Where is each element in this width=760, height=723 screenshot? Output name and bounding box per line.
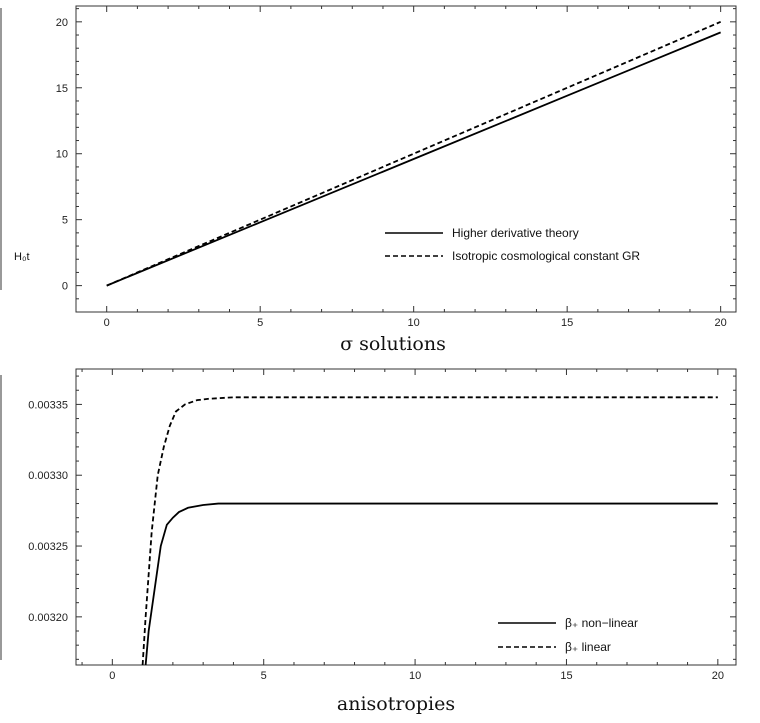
tick-marks bbox=[75, 6, 736, 313]
plot-frame bbox=[75, 5, 737, 313]
y-tick-label: 20 bbox=[56, 17, 68, 29]
x-tick-label: 10 bbox=[408, 317, 420, 329]
y-tick-label: 0.00330 bbox=[28, 470, 68, 482]
tick-labels: 0 5 10 15 20 0 5 10 15 20 bbox=[56, 17, 727, 329]
x-tick-label: 0 bbox=[104, 317, 110, 329]
chart-caption: σ solutions bbox=[340, 333, 446, 355]
x-tick-label: 15 bbox=[560, 670, 572, 682]
y-tick-label: 0 bbox=[62, 281, 68, 293]
series-lines bbox=[141, 396, 718, 666]
x-tick-label: 0 bbox=[109, 670, 115, 682]
legend-label-higher-derivative: Higher derivative theory bbox=[452, 226, 579, 240]
legend-label-beta-linear: β₊ linear bbox=[565, 640, 611, 654]
x-tick-label: 15 bbox=[561, 317, 573, 329]
y-tick-label: 15 bbox=[56, 83, 68, 95]
chart-caption: anisotropies bbox=[337, 693, 455, 715]
y-axis-label: H₀t bbox=[14, 251, 30, 263]
x-tick-label: 10 bbox=[409, 670, 421, 682]
series-line-solid bbox=[144, 502, 718, 666]
y-tick-label: 0.00325 bbox=[28, 541, 68, 553]
y-tick-label: 0.00320 bbox=[28, 612, 68, 624]
chart-anisotropies: 0 5 10 15 20 0.00320 0.00325 0.00330 0.00335 β₊ … bbox=[28, 368, 737, 715]
x-tick-label: 20 bbox=[712, 670, 724, 682]
y-tick-label: 0.00335 bbox=[28, 399, 68, 411]
series-line-dashed bbox=[141, 396, 718, 666]
legend-label-isotropic-gr: Isotropic cosmological constant GR bbox=[452, 249, 640, 263]
y-tick-label: 5 bbox=[62, 215, 68, 227]
x-tick-label: 5 bbox=[261, 670, 267, 682]
series-lines bbox=[106, 21, 722, 287]
chart-sigma-solutions: 0 5 10 15 20 0 5 10 15 20 H₀t Higher derivative t… bbox=[14, 5, 737, 355]
legend: Higher derivative theory Isotropic cosmo… bbox=[385, 226, 640, 263]
series-line-solid bbox=[106, 31, 721, 287]
legend-label-beta-nonlinear: β₊ non−linear bbox=[565, 616, 638, 630]
x-tick-label: 5 bbox=[257, 317, 263, 329]
y-tick-label: 10 bbox=[56, 149, 68, 161]
tick-labels: 0 5 10 15 20 0.00320 0.00325 0.00330 0.00335 bbox=[28, 399, 724, 682]
legend: β₊ non−linear β₊ linear bbox=[498, 616, 638, 654]
tick-marks bbox=[76, 369, 736, 665]
x-tick-label: 20 bbox=[715, 317, 727, 329]
plot-frame bbox=[75, 368, 737, 666]
series-line-dashed bbox=[106, 21, 722, 287]
